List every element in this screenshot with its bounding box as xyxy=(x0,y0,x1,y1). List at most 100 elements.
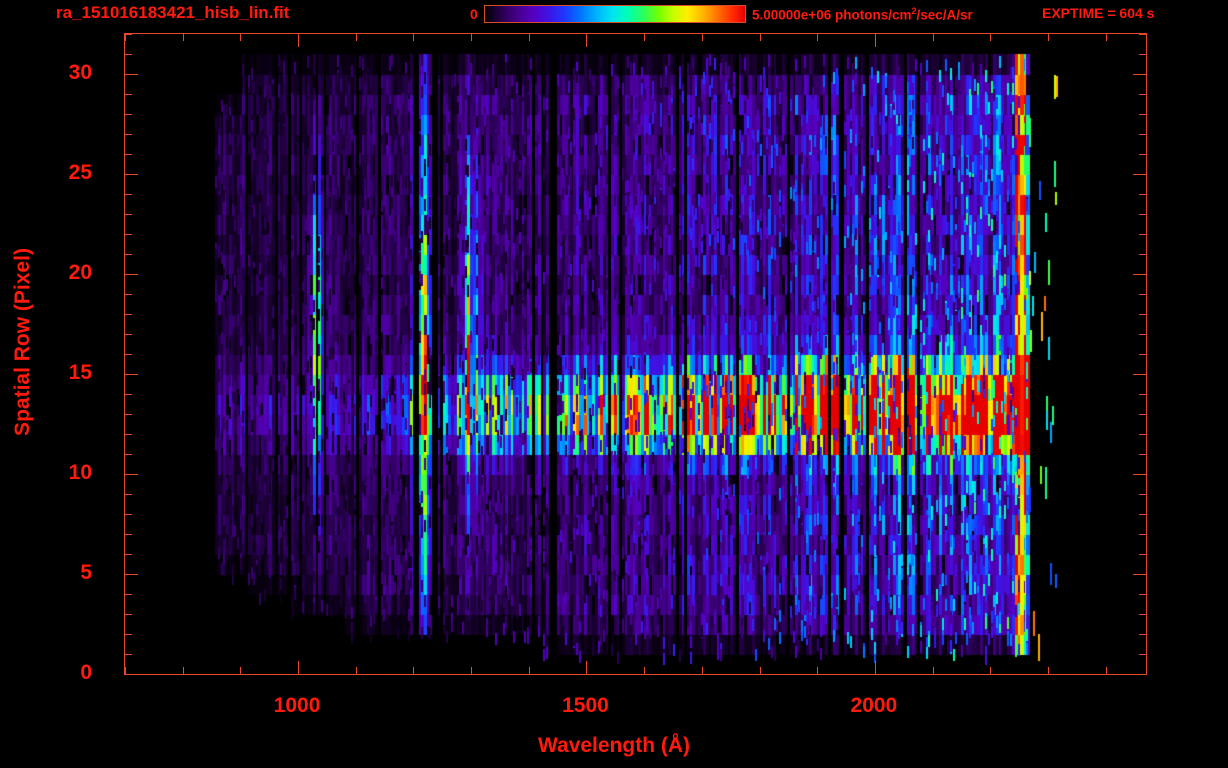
tick-mark xyxy=(759,667,761,674)
colorbar-min-label: 0 xyxy=(470,6,478,22)
tick-mark xyxy=(644,667,646,674)
plot-frame[interactable] xyxy=(124,33,1147,675)
tick-mark xyxy=(355,667,357,674)
tick-mark xyxy=(125,614,132,615)
tick-mark xyxy=(874,34,876,47)
tick-mark xyxy=(298,661,300,674)
tick-mark xyxy=(586,661,588,674)
exposure-time-label: EXPTIME = 604 s xyxy=(1042,5,1155,21)
tick-mark xyxy=(1133,174,1146,175)
tick-mark xyxy=(125,254,132,255)
tick-mark xyxy=(1139,114,1146,115)
tick-mark xyxy=(125,54,132,55)
tick-mark xyxy=(125,34,132,35)
tick-mark xyxy=(125,514,132,515)
tick-mark xyxy=(125,594,132,595)
y-tick-label: 20 xyxy=(68,261,92,284)
tick-mark xyxy=(125,534,132,535)
tick-mark xyxy=(874,661,876,674)
tick-mark xyxy=(125,654,132,655)
x-axis-title: Wavelength (Å) xyxy=(537,734,691,757)
colorbar[interactable] xyxy=(484,5,746,23)
tick-mark xyxy=(932,667,934,674)
tick-mark xyxy=(1139,94,1146,95)
tick-mark xyxy=(1133,674,1146,675)
tick-mark xyxy=(1139,634,1146,635)
x-tick-label: 1000 xyxy=(273,694,321,717)
y-tick-label: 15 xyxy=(68,361,92,384)
tick-mark xyxy=(990,667,992,674)
tick-mark xyxy=(1139,534,1146,535)
tick-mark xyxy=(1133,74,1146,75)
tick-mark xyxy=(125,74,138,75)
spectral-heatmap-image[interactable] xyxy=(125,34,1146,674)
tick-mark xyxy=(1139,254,1146,255)
tick-mark xyxy=(1139,494,1146,495)
tick-mark xyxy=(413,34,415,41)
tick-mark xyxy=(1139,414,1146,415)
x-tick-label: 2000 xyxy=(850,694,898,717)
tick-mark xyxy=(125,114,132,115)
tick-mark xyxy=(1139,434,1146,435)
tick-mark xyxy=(125,214,132,215)
tick-mark xyxy=(240,667,242,674)
tick-mark xyxy=(125,134,132,135)
tick-mark xyxy=(1139,194,1146,195)
tick-mark xyxy=(125,274,138,275)
tick-mark xyxy=(240,34,242,41)
tick-mark xyxy=(125,294,132,295)
tick-mark xyxy=(1139,34,1146,35)
tick-mark xyxy=(1133,474,1146,475)
tick-mark xyxy=(471,667,473,674)
tick-mark xyxy=(125,314,132,315)
tick-mark xyxy=(125,554,132,555)
colorbar-max-value: 5.00000e+06 xyxy=(752,7,832,23)
tick-mark xyxy=(125,634,132,635)
colorbar-units-suffix: /sec/A/sr xyxy=(916,7,973,23)
tick-mark xyxy=(298,34,300,47)
tick-mark xyxy=(125,94,132,95)
tick-mark xyxy=(1047,34,1049,41)
tick-mark xyxy=(1105,34,1107,41)
tick-mark xyxy=(1139,54,1146,55)
tick-mark xyxy=(701,667,703,674)
tick-mark xyxy=(1139,554,1146,555)
tick-mark xyxy=(1133,274,1146,275)
tick-mark xyxy=(1139,454,1146,455)
tick-mark xyxy=(1105,667,1107,674)
tick-mark xyxy=(1139,614,1146,615)
tick-mark xyxy=(644,34,646,41)
tick-mark xyxy=(125,354,132,355)
y-tick-label: 5 xyxy=(80,561,92,584)
tick-mark xyxy=(125,454,132,455)
tick-mark xyxy=(413,667,415,674)
colorbar-max-label: 5.00000e+06 photons/cm2/sec/A/sr xyxy=(752,6,973,23)
tick-mark xyxy=(528,34,530,41)
tick-mark xyxy=(125,574,138,575)
tick-mark xyxy=(1139,314,1146,315)
tick-mark xyxy=(1139,294,1146,295)
tick-mark xyxy=(1133,574,1146,575)
tick-mark xyxy=(701,34,703,41)
tick-mark xyxy=(125,674,138,675)
tick-mark xyxy=(125,234,132,235)
tick-mark xyxy=(125,494,132,495)
tick-mark xyxy=(125,667,126,674)
tick-mark xyxy=(528,667,530,674)
tick-mark xyxy=(1139,514,1146,515)
tick-mark xyxy=(125,334,132,335)
tick-mark xyxy=(125,394,132,395)
tick-mark xyxy=(817,34,819,41)
colorbar-units-exponent: 2 xyxy=(911,6,917,16)
tick-mark xyxy=(1139,394,1146,395)
tick-mark xyxy=(125,174,138,175)
y-axis-title: Spatial Row (Pixel) xyxy=(11,248,34,436)
tick-mark xyxy=(182,667,184,674)
colorbar-units-prefix: photons/cm xyxy=(831,7,912,23)
tick-mark xyxy=(125,374,138,375)
x-tick-label: 1500 xyxy=(562,694,609,717)
tick-mark xyxy=(125,194,132,195)
tick-mark xyxy=(990,34,992,41)
tick-mark xyxy=(1139,234,1146,235)
